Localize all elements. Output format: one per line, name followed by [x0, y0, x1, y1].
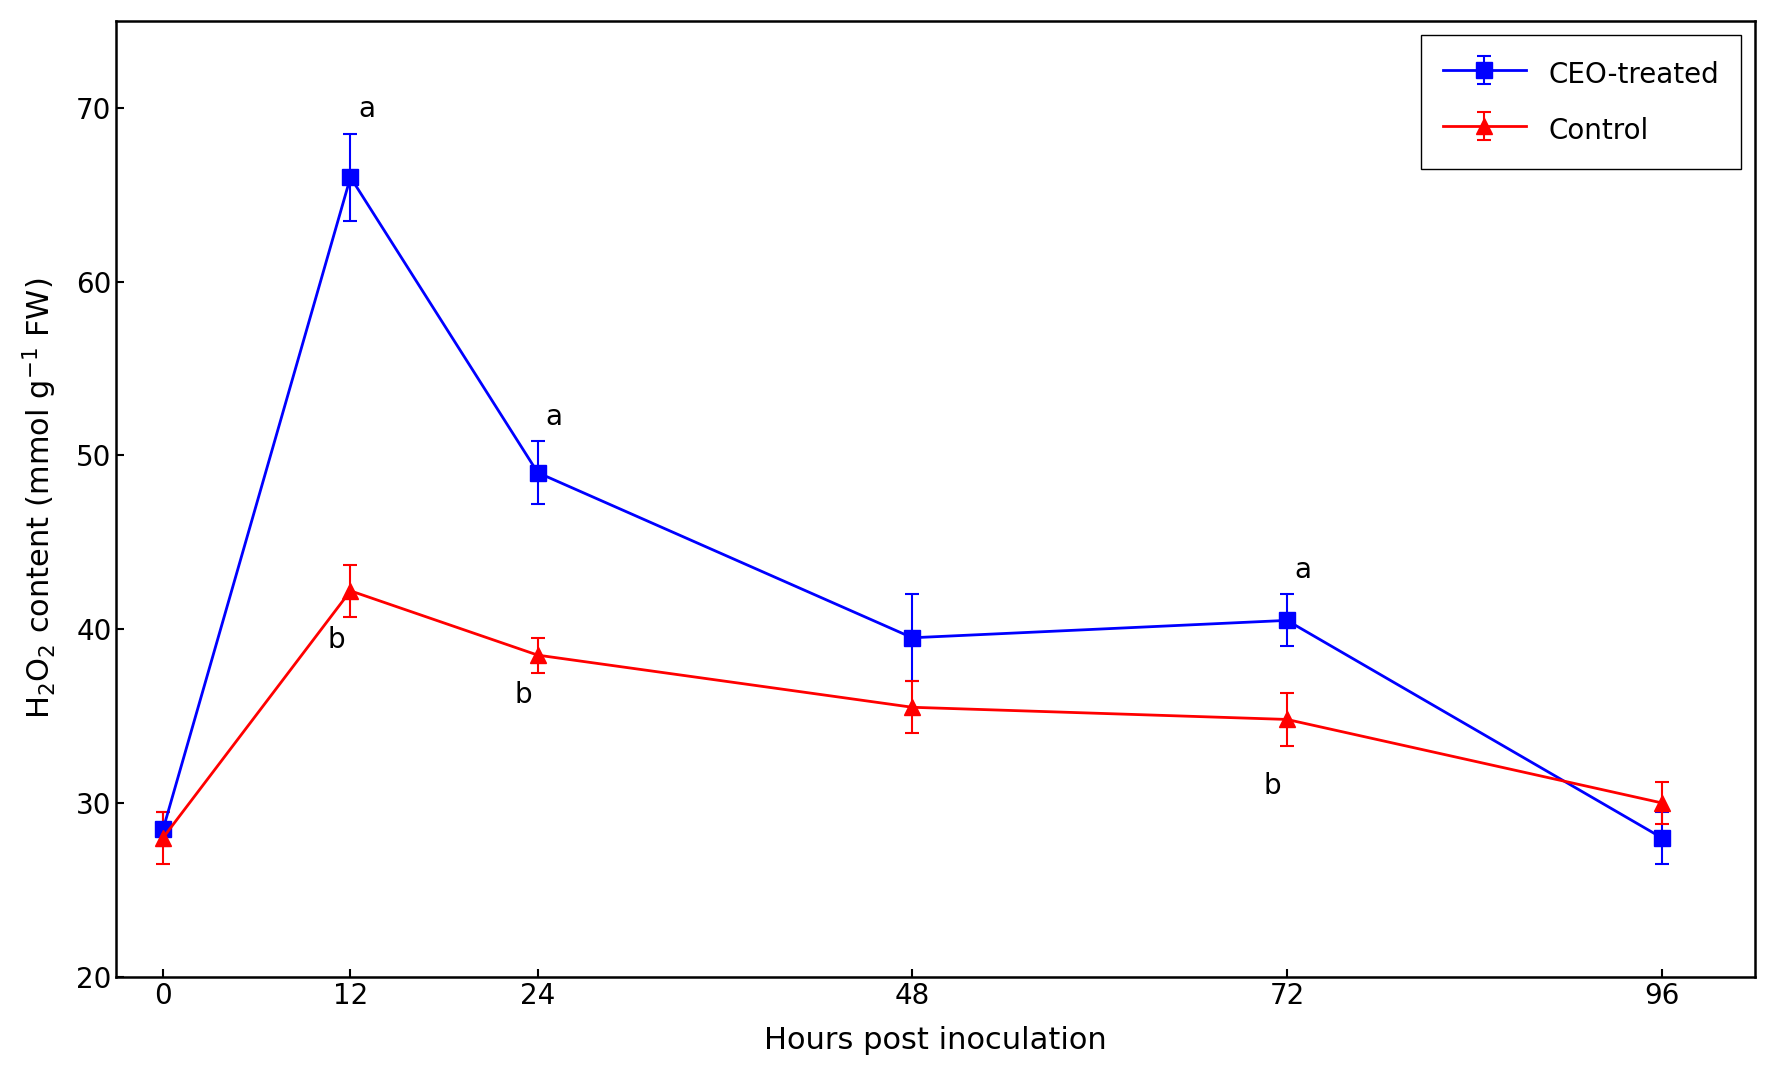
Text: a: a [359, 96, 375, 124]
Text: a: a [545, 402, 563, 431]
X-axis label: Hours post inoculation: Hours post inoculation [764, 1027, 1106, 1056]
Y-axis label: H$_2$O$_2$ content (mmol g$^{-1}$ FW): H$_2$O$_2$ content (mmol g$^{-1}$ FW) [21, 278, 59, 720]
Text: a: a [1295, 556, 1312, 584]
Text: b: b [515, 681, 533, 709]
Legend: CEO-treated, Control: CEO-treated, Control [1421, 34, 1740, 169]
Text: b: b [327, 625, 345, 653]
Text: b: b [1263, 771, 1280, 799]
